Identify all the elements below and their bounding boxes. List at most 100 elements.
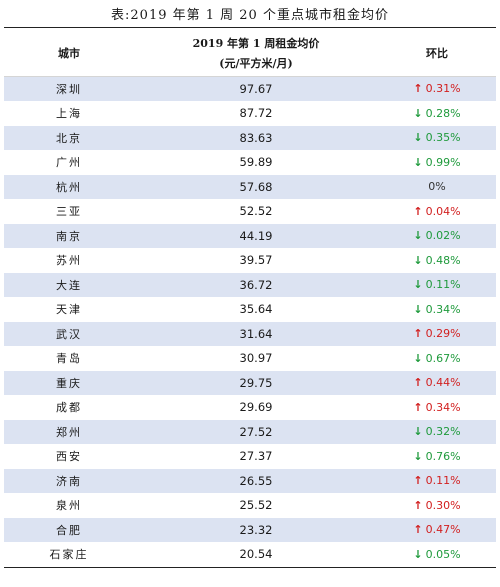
price-cell: 83.63 bbox=[239, 130, 273, 145]
arrow-down-icon: ↓ bbox=[413, 449, 423, 463]
change-value: 0.02% bbox=[425, 229, 461, 243]
city-cell: 深圳 bbox=[56, 82, 82, 96]
city-cell: 杭州 bbox=[56, 180, 82, 194]
header-price-title: 2019 年第 1 周租金均价 bbox=[192, 37, 320, 50]
arrow-down-icon: ↓ bbox=[413, 351, 423, 365]
arrow-up-icon: ↑ bbox=[413, 498, 423, 512]
city-cell: 武汉 bbox=[56, 327, 82, 341]
change-value: 0.30% bbox=[425, 498, 461, 512]
arrow-up-icon: ↑ bbox=[413, 327, 423, 341]
city-cell: 上海 bbox=[56, 107, 82, 121]
change-value: 0.31% bbox=[425, 82, 461, 96]
change-cell: ↓ 0.67% bbox=[378, 352, 496, 365]
rent-table: 城市 2019 年第 1 周租金均价 (元/平方米/月) 环比 深圳 97.67 ↑… bbox=[4, 27, 496, 568]
change-cell: ↓ 0.76% bbox=[378, 450, 496, 463]
price-cell: 29.75 bbox=[239, 375, 273, 390]
change-value: 0.28% bbox=[425, 106, 461, 120]
change-cell: ↑ 0.47% bbox=[378, 523, 496, 536]
change-cell: ↓ 0.48% bbox=[378, 254, 496, 267]
price-cell: 87.72 bbox=[239, 106, 273, 121]
city-cell: 大连 bbox=[56, 278, 82, 292]
change-value: 0.44% bbox=[425, 376, 461, 390]
change-value: 0.67% bbox=[425, 351, 461, 365]
price-cell: 20.54 bbox=[239, 547, 273, 562]
table-row: 泉州 25.52 ↑ 0.30% bbox=[4, 494, 496, 518]
change-cell: ↑ 0.34% bbox=[378, 401, 496, 414]
change-cell: ↑ 0.04% bbox=[378, 205, 496, 218]
price-cell: 35.64 bbox=[239, 302, 273, 317]
change-value: 0.32% bbox=[425, 425, 461, 439]
city-cell: 苏州 bbox=[56, 254, 82, 268]
city-cell: 石家庄 bbox=[49, 548, 89, 562]
change-value: 0.34% bbox=[425, 400, 461, 414]
change-value: 0.99% bbox=[425, 155, 461, 169]
change-value: 0.47% bbox=[425, 523, 461, 537]
arrow-up-icon: ↑ bbox=[413, 523, 423, 537]
change-cell: 0% bbox=[378, 180, 496, 193]
change-value: 0.04% bbox=[425, 204, 461, 218]
city-cell: 成都 bbox=[56, 401, 82, 415]
header-price: 2019 年第 1 周租金均价 (元/平方米/月) bbox=[134, 34, 378, 74]
change-value: 0.29% bbox=[425, 327, 461, 341]
arrow-up-icon: ↑ bbox=[413, 82, 423, 96]
price-cell: 36.72 bbox=[239, 277, 273, 292]
price-cell: 59.89 bbox=[239, 155, 273, 170]
city-cell: 天津 bbox=[56, 303, 82, 317]
table-row: 石家庄 20.54 ↓ 0.05% bbox=[4, 543, 496, 567]
city-cell: 三亚 bbox=[56, 205, 82, 219]
change-value: 0.34% bbox=[425, 302, 461, 316]
arrow-up-icon: ↑ bbox=[413, 474, 423, 488]
table-row: 天津 35.64 ↓ 0.34% bbox=[4, 298, 496, 322]
table-row: 重庆 29.75 ↑ 0.44% bbox=[4, 371, 496, 396]
header-city: 城市 bbox=[58, 47, 80, 60]
header-price-unit: (元/平方米/月) bbox=[219, 57, 293, 70]
arrow-down-icon: ↓ bbox=[413, 155, 423, 169]
table-row: 杭州 57.68 0% bbox=[4, 175, 496, 200]
price-cell: 29.69 bbox=[239, 400, 273, 415]
table-row: 济南 26.55 ↑ 0.11% bbox=[4, 469, 496, 494]
change-cell: ↑ 0.29% bbox=[378, 327, 496, 340]
table-row: 合肥 23.32 ↑ 0.47% bbox=[4, 518, 496, 543]
price-cell: 97.67 bbox=[239, 81, 273, 96]
change-value: 0% bbox=[428, 180, 446, 194]
change-cell: ↑ 0.44% bbox=[378, 376, 496, 389]
arrow-down-icon: ↓ bbox=[413, 302, 423, 316]
change-value: 0.76% bbox=[425, 449, 461, 463]
arrow-up-icon: ↑ bbox=[413, 376, 423, 390]
table-row: 上海 87.72 ↓ 0.28% bbox=[4, 102, 496, 126]
table-row: 大连 36.72 ↓ 0.11% bbox=[4, 273, 496, 298]
city-cell: 北京 bbox=[56, 131, 82, 145]
table-row: 郑州 27.52 ↓ 0.32% bbox=[4, 420, 496, 445]
arrow-down-icon: ↓ bbox=[413, 278, 423, 292]
price-cell: 23.32 bbox=[239, 522, 273, 537]
change-cell: ↓ 0.99% bbox=[378, 156, 496, 169]
table-row: 青岛 30.97 ↓ 0.67% bbox=[4, 347, 496, 371]
arrow-down-icon: ↓ bbox=[413, 425, 423, 439]
city-cell: 广州 bbox=[56, 156, 82, 170]
change-cell: ↑ 0.31% bbox=[378, 82, 496, 95]
arrow-down-icon: ↓ bbox=[413, 106, 423, 120]
table-row: 深圳 97.67 ↑ 0.31% bbox=[4, 77, 496, 102]
change-cell: ↑ 0.11% bbox=[378, 474, 496, 487]
table-row: 南京 44.19 ↓ 0.02% bbox=[4, 224, 496, 249]
city-cell: 合肥 bbox=[56, 523, 82, 537]
price-cell: 44.19 bbox=[239, 228, 273, 243]
city-cell: 青岛 bbox=[56, 352, 82, 366]
city-cell: 济南 bbox=[56, 474, 82, 488]
change-cell: ↓ 0.28% bbox=[378, 107, 496, 120]
price-cell: 30.97 bbox=[239, 351, 273, 366]
arrow-down-icon: ↓ bbox=[413, 131, 423, 145]
change-cell: ↓ 0.11% bbox=[378, 278, 496, 291]
change-value: 0.11% bbox=[425, 278, 461, 292]
change-value: 0.35% bbox=[425, 131, 461, 145]
city-cell: 南京 bbox=[56, 229, 82, 243]
arrow-down-icon: ↓ bbox=[413, 547, 423, 561]
change-cell: ↑ 0.30% bbox=[378, 499, 496, 512]
city-cell: 重庆 bbox=[56, 376, 82, 390]
table-row: 北京 83.63 ↓ 0.35% bbox=[4, 126, 496, 151]
change-cell: ↓ 0.32% bbox=[378, 425, 496, 438]
price-cell: 39.57 bbox=[239, 253, 273, 268]
header-change: 环比 bbox=[426, 47, 448, 60]
price-cell: 27.37 bbox=[239, 449, 273, 464]
arrow-down-icon: ↓ bbox=[413, 229, 423, 243]
